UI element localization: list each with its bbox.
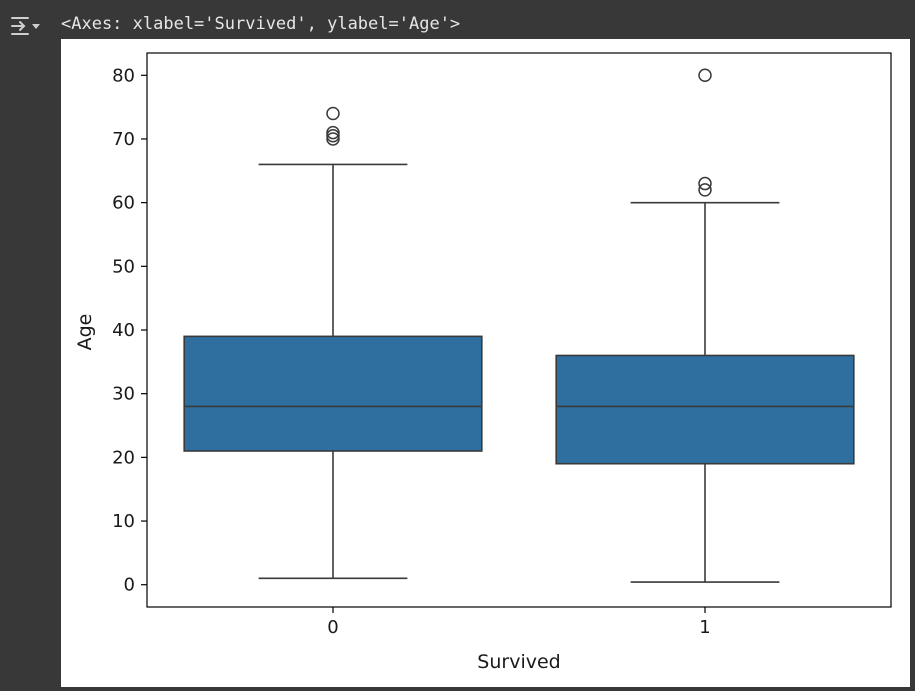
chart-figure: 0 10 20 30 40 50 60 70 80 0 1 Survived Age xyxy=(61,39,910,687)
y-tick-label: 50 xyxy=(112,256,135,277)
y-tick-label: 10 xyxy=(112,511,135,532)
outlier-point xyxy=(326,125,340,140)
y-tick-label: 60 xyxy=(112,193,135,214)
outlier-point xyxy=(326,132,340,146)
outlier-point xyxy=(698,68,712,83)
boxplot-chart: 0 10 20 30 40 50 60 70 80 0 1 Survived Age xyxy=(74,52,892,673)
box-group-1 xyxy=(555,68,855,583)
axes-frame xyxy=(146,52,892,608)
box-iqr xyxy=(555,354,855,465)
y-tick-label: 0 xyxy=(124,575,135,596)
cell-output-text: <Axes: xlabel='Survived', ylabel='Age'> xyxy=(61,14,461,34)
box-iqr xyxy=(183,335,483,452)
y-tick-label: 20 xyxy=(112,447,135,468)
y-tick-label: 30 xyxy=(112,384,135,405)
outlier-point xyxy=(326,129,340,143)
y-tick-label: 70 xyxy=(112,129,135,150)
outlier-point xyxy=(698,183,712,197)
y-tick-label: 80 xyxy=(112,65,135,86)
outlier-point xyxy=(698,176,712,191)
y-tick-label: 40 xyxy=(112,320,135,341)
output-toggle-icon[interactable] xyxy=(8,12,42,40)
outlier-point xyxy=(326,106,340,121)
x-tick-label: 0 xyxy=(327,617,338,638)
box-group-0 xyxy=(183,106,483,580)
x-axis-label: Survived xyxy=(477,651,560,673)
x-tick-label: 1 xyxy=(699,617,710,638)
y-axis-label: Age xyxy=(74,314,96,351)
